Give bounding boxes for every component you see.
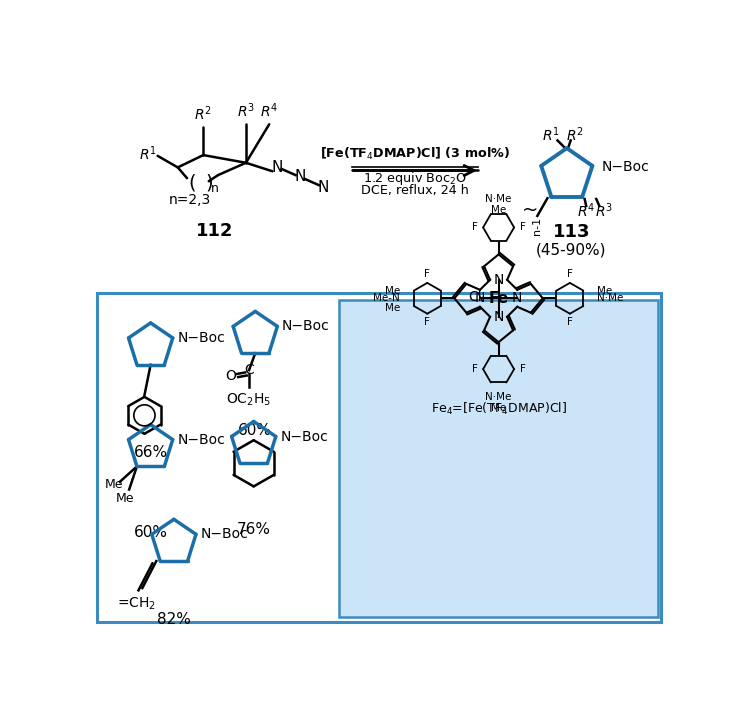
Text: N·Me: N·Me — [597, 293, 623, 303]
Text: F: F — [424, 317, 430, 327]
Text: n: n — [211, 183, 219, 195]
Text: $R^3$: $R^3$ — [237, 102, 255, 121]
Text: Me: Me — [385, 303, 400, 312]
Text: N−Boc: N−Boc — [280, 430, 328, 444]
Text: 82%: 82% — [157, 612, 191, 627]
Text: F: F — [519, 223, 525, 232]
Text: F: F — [567, 317, 573, 327]
Text: $R^2$: $R^2$ — [565, 125, 583, 144]
Text: 60%: 60% — [238, 423, 272, 438]
Text: DCE, reflux, 24 h: DCE, reflux, 24 h — [361, 184, 469, 197]
Text: N: N — [494, 273, 504, 287]
Text: ): ) — [205, 173, 212, 192]
Text: $R^1$: $R^1$ — [139, 144, 157, 163]
Text: Me: Me — [491, 403, 506, 413]
Text: N: N — [295, 169, 306, 184]
Text: n-1: n-1 — [532, 217, 542, 235]
Text: O: O — [225, 369, 236, 383]
Text: F: F — [424, 270, 430, 279]
Text: 112: 112 — [196, 222, 234, 239]
Text: Fe: Fe — [488, 291, 508, 306]
Text: Me: Me — [116, 492, 135, 505]
Text: N: N — [272, 160, 283, 175]
Text: [Fe(TF$_4$DMAP)Cl] (3 mol%): [Fe(TF$_4$DMAP)Cl] (3 mol%) — [320, 145, 510, 161]
Text: N−Boc: N−Boc — [282, 319, 330, 333]
Text: 113: 113 — [553, 223, 591, 241]
Text: (45-90%): (45-90%) — [536, 242, 607, 258]
Text: 66%: 66% — [133, 445, 168, 460]
Text: $R^4$: $R^4$ — [577, 201, 595, 220]
Text: F: F — [471, 223, 477, 232]
Text: $R^2$: $R^2$ — [195, 104, 212, 123]
Text: 60%: 60% — [134, 525, 168, 540]
Text: (: ( — [188, 173, 195, 192]
Text: $R^1$: $R^1$ — [542, 125, 560, 144]
Text: Me: Me — [491, 205, 506, 215]
Text: 76%: 76% — [237, 522, 271, 537]
FancyBboxPatch shape — [97, 293, 662, 623]
Text: $R^4$: $R^4$ — [260, 102, 278, 121]
Text: 1.2 equiv Boc$_2$O: 1.2 equiv Boc$_2$O — [363, 170, 467, 187]
Text: N−Boc: N−Boc — [178, 331, 225, 345]
Text: N: N — [512, 291, 522, 305]
Text: Me-N: Me-N — [374, 293, 400, 303]
Text: $R^3$: $R^3$ — [595, 201, 613, 220]
Text: N·Me: N·Me — [485, 194, 512, 204]
Bar — [92, 84, 666, 291]
Text: OC$_2$H$_5$: OC$_2$H$_5$ — [226, 391, 272, 408]
Text: F: F — [519, 364, 525, 374]
FancyBboxPatch shape — [339, 300, 659, 617]
Text: n=2,3: n=2,3 — [168, 193, 210, 207]
Text: N: N — [494, 310, 504, 324]
Text: Fe$_4$=[Fe(TF$_4$DMAP)Cl]: Fe$_4$=[Fe(TF$_4$DMAP)Cl] — [431, 401, 567, 417]
Text: =CH$_2$: =CH$_2$ — [118, 595, 156, 611]
Text: N−Boc: N−Boc — [201, 527, 249, 541]
Text: N−Boc: N−Boc — [602, 160, 650, 174]
Text: Me: Me — [597, 286, 612, 296]
Text: Me: Me — [385, 286, 400, 296]
Text: F: F — [471, 364, 477, 374]
Text: N·Me: N·Me — [485, 392, 512, 402]
Text: Me: Me — [104, 478, 123, 491]
Text: Cl: Cl — [468, 290, 482, 304]
Text: C: C — [244, 363, 254, 377]
Text: ~: ~ — [522, 201, 538, 220]
Text: N: N — [475, 291, 485, 305]
Text: N−Boc: N−Boc — [178, 432, 225, 446]
Text: F: F — [567, 270, 573, 279]
Text: N: N — [317, 180, 329, 195]
